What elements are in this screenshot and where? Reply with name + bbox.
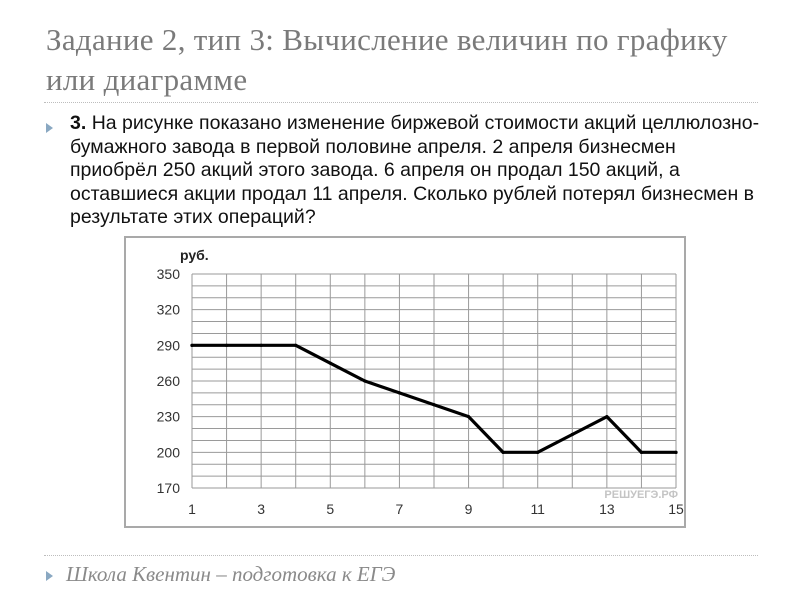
data-point-day-7 (397, 391, 402, 395)
footer-divider (44, 555, 758, 556)
data-point-day-4 (294, 343, 298, 347)
x-tick-label-11: 11 (530, 501, 545, 517)
horizontal-grid (192, 273, 676, 489)
y-tick-label-290: 290 (157, 337, 181, 353)
data-point-day-12 (570, 432, 574, 437)
data-point-day-3 (259, 343, 263, 347)
x-tick-label-15: 15 (668, 501, 684, 517)
watermark-text: РЕШУЕГЭ.РФ (604, 489, 678, 501)
task-text-block: 3. На рисунке показано изменение биржево… (70, 112, 760, 256)
title-divider (44, 102, 758, 103)
y-tick-label-230: 230 (157, 409, 181, 425)
data-point-day-9 (466, 415, 471, 419)
task-number: 3. (70, 112, 87, 134)
slide-title: Задание 2, тип 3: Вычисление величин по … (46, 22, 728, 97)
x-tick-label-7: 7 (396, 501, 404, 517)
data-point-day-13 (605, 415, 609, 419)
y-tick-label-260: 260 (157, 373, 181, 389)
footer-bullet-icon (46, 571, 53, 581)
data-point-day-11 (536, 450, 540, 454)
y-tick-label-350: 350 (157, 266, 181, 282)
x-tick-label-5: 5 (326, 501, 334, 517)
data-point-day-15 (674, 450, 678, 454)
y-tick-labels: 170 200 230 260 290 320 350 (157, 266, 181, 496)
footer-text: Школа Квентин – подготовка к ЕГЭ (66, 562, 396, 586)
chart-frame: 170 200 230 260 290 320 350 1 3 5 7 9 11 13 15 руб. Р… (124, 236, 686, 528)
data-point-day-10 (501, 450, 505, 454)
series-price (190, 343, 678, 454)
y-tick-label-200: 200 (157, 444, 181, 460)
data-point-day-6 (363, 379, 367, 383)
y-axis-label: руб. (180, 247, 209, 263)
data-point-day-1 (190, 343, 194, 347)
x-tick-label-9: 9 (465, 501, 473, 517)
y-tick-label-170: 170 (157, 480, 181, 496)
x-tick-labels: 1 3 5 7 9 11 13 15 (188, 501, 684, 517)
x-tick-label-1: 1 (188, 501, 196, 517)
data-point-day-2 (224, 343, 229, 347)
x-tick-label-13: 13 (599, 501, 615, 517)
bullet-arrow-icon (46, 123, 53, 133)
x-tick-label-3: 3 (257, 501, 265, 517)
task-text: На рисунке показано изменение биржевой с… (70, 112, 760, 228)
data-point-day-5 (328, 361, 332, 365)
data-point-day-14 (639, 450, 644, 454)
y-tick-label-320: 320 (157, 302, 181, 318)
data-point-day-8 (432, 403, 436, 407)
